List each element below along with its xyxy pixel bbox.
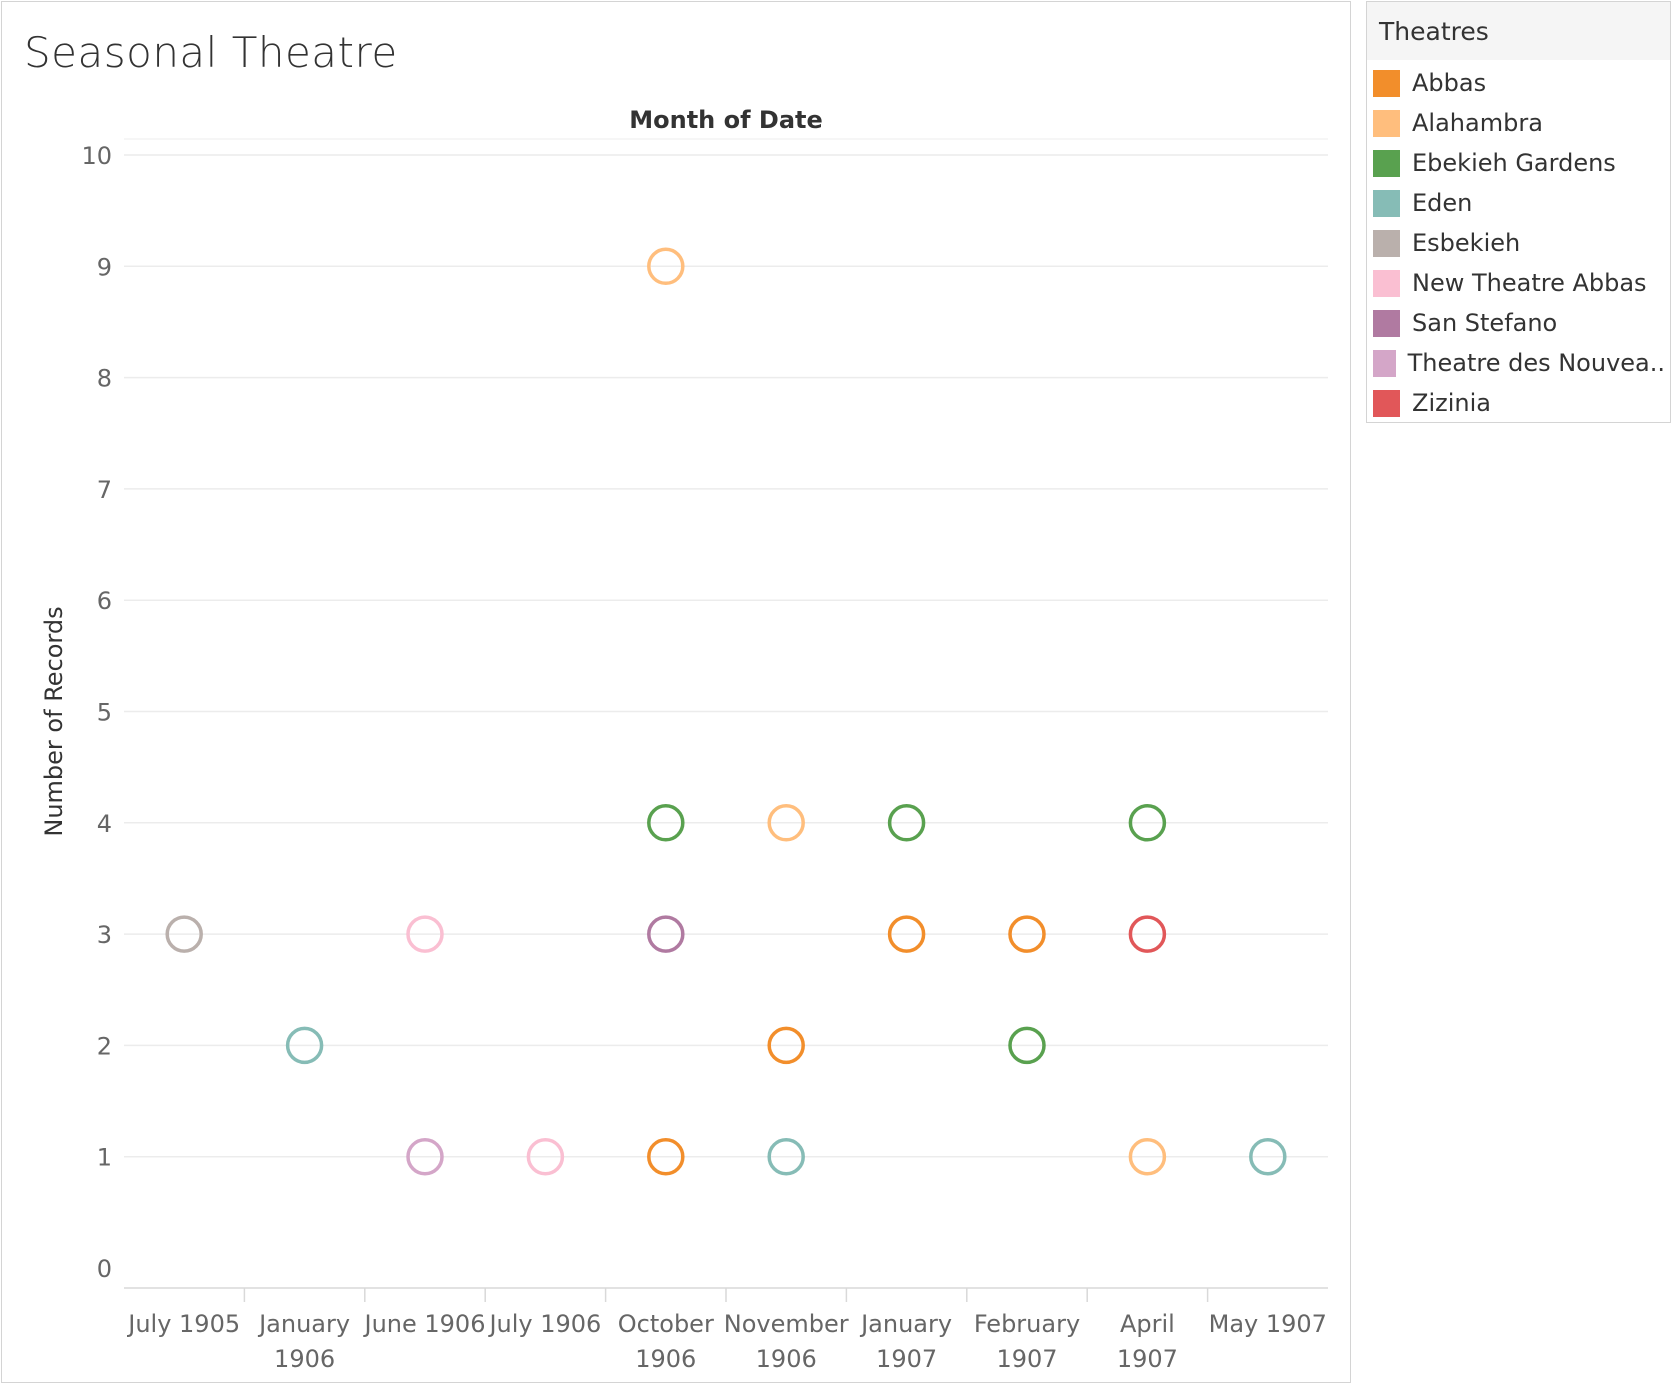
data-point — [647, 1137, 685, 1176]
data-point — [1128, 1137, 1167, 1176]
x-tick-label: 1907 — [876, 1345, 937, 1373]
scatter-chart: Month of Date 0 1 2 3 4 5 6 7 8 9 10 Number of Recor… — [40, 106, 1328, 1373]
legend-item[interactable]: Zizinia — [1373, 386, 1665, 420]
legend-swatch — [1373, 189, 1400, 217]
legend-label: New Theatre Abbas — [1412, 269, 1647, 297]
y-tick-label: 4 — [97, 810, 112, 838]
x-tick-label: July 1905 — [126, 1310, 240, 1338]
data-point — [1008, 915, 1046, 953]
x-tick-label: April — [1120, 1310, 1175, 1338]
data-point — [887, 804, 926, 842]
x-tick-label: 1906 — [756, 1345, 817, 1373]
y-tick-label: 2 — [97, 1032, 112, 1060]
legend-title: Theatres — [1367, 2, 1670, 60]
y-tick-label: 1 — [97, 1144, 112, 1172]
y-tick-label: 10 — [81, 142, 112, 170]
x-tick-label: November — [724, 1310, 849, 1338]
data-point — [647, 247, 685, 286]
legend-label: Alahambra — [1412, 109, 1543, 137]
data-point — [647, 804, 685, 842]
y-tick-label: 7 — [97, 476, 112, 504]
legend-label: Ebekieh Gardens — [1412, 149, 1616, 177]
data-point — [1249, 1137, 1287, 1176]
data-point — [1128, 915, 1167, 953]
x-tick-label: 1907 — [1117, 1345, 1178, 1373]
legend-swatch — [1373, 69, 1400, 97]
legend-swatch — [1373, 149, 1400, 177]
x-tick-label: October — [618, 1310, 714, 1338]
x-tick-label: May 1907 — [1209, 1310, 1327, 1338]
legend-label: Abbas — [1412, 69, 1487, 97]
y-tick-label: 0 — [97, 1255, 112, 1283]
legend-item[interactable]: Esbekieh — [1373, 226, 1665, 260]
legend-item[interactable]: Abbas — [1373, 66, 1665, 100]
x-axis-header: Month of Date — [629, 106, 823, 134]
data-point — [406, 915, 444, 953]
legend-item[interactable]: Ebekieh Gardens — [1373, 146, 1665, 180]
data-point — [1128, 804, 1167, 842]
x-tick-label: January — [257, 1310, 350, 1338]
legend-swatch — [1373, 389, 1400, 417]
data-point — [526, 1137, 565, 1176]
y-tick-label: 5 — [97, 699, 112, 727]
x-tick-label: 1906 — [635, 1345, 696, 1373]
y-axis-title: Number of Records — [40, 606, 68, 836]
x-tick-label: July 1906 — [487, 1310, 601, 1338]
data-point — [647, 915, 685, 953]
y-tick-label: 6 — [97, 587, 112, 615]
data-point — [285, 1026, 324, 1065]
y-tick-label: 3 — [97, 921, 112, 949]
data-point — [767, 1026, 805, 1065]
legend-item[interactable]: New Theatre Abbas — [1373, 266, 1665, 300]
chart-panel: Seasonal Theatre Month of Date 0 1 2 3 4 5 6 7 8 9… — [1, 1, 1351, 1383]
legend-swatch — [1373, 309, 1400, 337]
legend: Theatres Abbas Alahambra Ebekieh Gardens Ed… — [1366, 1, 1671, 423]
legend-label: Zizinia — [1412, 389, 1491, 417]
y-tick-label: 9 — [97, 253, 112, 281]
x-tick-label: 1907 — [996, 1345, 1057, 1373]
x-tick-label: June 1906 — [363, 1310, 486, 1338]
page-title: Seasonal Theatre — [24, 28, 398, 77]
data-point — [165, 915, 203, 953]
legend-item[interactable]: San Stefano — [1373, 306, 1665, 340]
legend-swatch — [1373, 269, 1400, 297]
y-tick-label: 8 — [97, 365, 112, 393]
data-point — [767, 804, 805, 842]
x-tick-label: February — [974, 1310, 1080, 1338]
legend-item[interactable]: Theatre des Nouvea.. — [1373, 346, 1665, 380]
legend-label: Theatre des Nouvea.. — [1407, 349, 1665, 377]
legend-swatch — [1373, 349, 1396, 377]
x-tick-label: January — [859, 1310, 952, 1338]
pane-divider — [1352, 0, 1364, 1384]
legend-item[interactable]: Eden — [1373, 186, 1665, 220]
data-point — [767, 1137, 805, 1176]
legend-item[interactable]: Alahambra — [1373, 106, 1665, 140]
data-point — [406, 1137, 444, 1176]
data-point — [887, 915, 926, 953]
legend-label: Eden — [1412, 189, 1473, 217]
legend-label: Esbekieh — [1412, 229, 1521, 257]
legend-swatch — [1373, 109, 1400, 137]
x-tick-label: 1906 — [274, 1345, 335, 1373]
data-point — [1008, 1026, 1046, 1065]
legend-swatch — [1373, 229, 1400, 257]
legend-label: San Stefano — [1412, 309, 1558, 337]
